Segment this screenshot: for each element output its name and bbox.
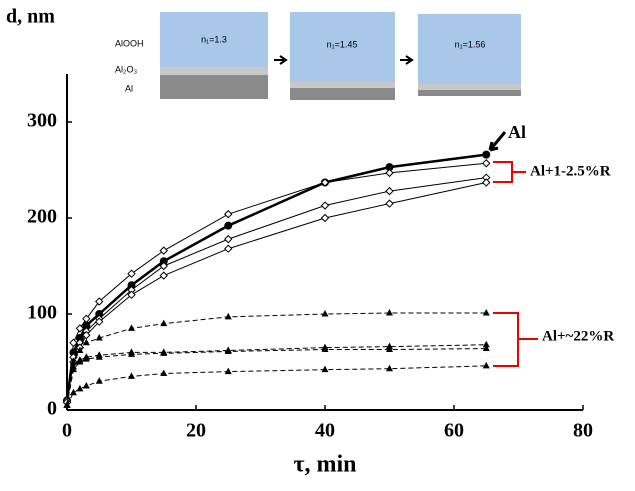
bracket (493, 161, 526, 183)
point (321, 365, 329, 373)
point (95, 317, 104, 326)
point (82, 330, 91, 340)
inset-index: n₁=1.56 (455, 39, 486, 49)
inset-metal (290, 88, 395, 100)
point (95, 377, 103, 384)
point (160, 319, 168, 327)
point (320, 201, 330, 210)
inset-panel (290, 12, 395, 82)
inset-oxide (418, 84, 521, 90)
series-line (66, 312, 487, 406)
point (69, 338, 78, 348)
inset-layer: AlOOH (115, 38, 144, 48)
series-line (66, 365, 487, 406)
bracket (493, 312, 538, 367)
point (321, 345, 329, 353)
point (386, 345, 393, 353)
point (224, 367, 232, 375)
point (127, 269, 136, 278)
point (63, 401, 71, 408)
point (76, 384, 84, 392)
point (95, 297, 104, 306)
point (482, 159, 491, 168)
point (82, 314, 91, 324)
point (95, 334, 103, 341)
y-axis-title: d, nm (6, 6, 55, 28)
point (385, 168, 394, 178)
point (385, 199, 394, 208)
point (76, 358, 84, 365)
annotation: Al+1-2.5%R (530, 163, 611, 179)
annotation: Al (508, 122, 526, 142)
point (69, 388, 77, 396)
point (386, 309, 393, 316)
point (128, 324, 135, 331)
inset-oxide (160, 67, 268, 75)
y-tick-label: 200 (27, 206, 57, 228)
point (159, 261, 168, 271)
point (386, 364, 393, 372)
inset-panel (418, 14, 521, 84)
x-tick-label: 20 (186, 420, 206, 442)
point (159, 246, 168, 255)
inset-oxide (290, 82, 395, 88)
annotation-arrow (488, 131, 507, 152)
x-tick-label: 60 (444, 420, 464, 442)
series-line (65, 153, 487, 401)
point (482, 150, 491, 159)
point (160, 369, 168, 377)
y-tick-label: 300 (27, 110, 57, 132)
inset: AlOOH Al₂O₃ Al n₁=1.3 n₁=1.45 n₁=1.56 (115, 12, 521, 100)
point (82, 338, 90, 346)
point (321, 310, 329, 317)
point (224, 347, 232, 354)
point (76, 346, 84, 353)
point (224, 209, 233, 219)
point (95, 353, 103, 360)
point (482, 361, 490, 369)
inset-index: n₁=1.3 (201, 34, 227, 44)
point (482, 340, 490, 348)
point (320, 213, 330, 223)
point (224, 221, 233, 230)
point (69, 365, 77, 373)
point (320, 178, 330, 187)
point (159, 271, 168, 280)
point (482, 309, 490, 316)
inset-metal (160, 75, 268, 99)
point (160, 349, 168, 356)
inset-arrows (274, 55, 414, 65)
inset-metal (418, 90, 521, 96)
point (128, 372, 135, 379)
point (224, 312, 232, 320)
annotation: Al+~22%R (542, 328, 614, 344)
point (482, 178, 491, 187)
x-tick-label: 0 (62, 420, 72, 442)
point (82, 355, 90, 362)
point (82, 382, 90, 389)
x-tick-label: 80 (573, 420, 593, 442)
y-tick-label: 0 (47, 398, 57, 420)
x-tick-label: 40 (315, 420, 335, 442)
point (127, 290, 136, 300)
inset-index: n₁=1.45 (327, 39, 358, 49)
inset-layer: Al (125, 83, 133, 93)
point (385, 186, 394, 196)
point (224, 234, 233, 244)
x-axis-title: τ, min (293, 452, 356, 478)
inset-panel (160, 12, 268, 67)
y-tick-label: 100 (27, 302, 57, 324)
point (69, 358, 77, 365)
point (75, 324, 85, 333)
point (128, 350, 135, 357)
inset-layer: Al₂O₃ (115, 64, 137, 74)
point (224, 244, 233, 253)
point (482, 344, 490, 352)
